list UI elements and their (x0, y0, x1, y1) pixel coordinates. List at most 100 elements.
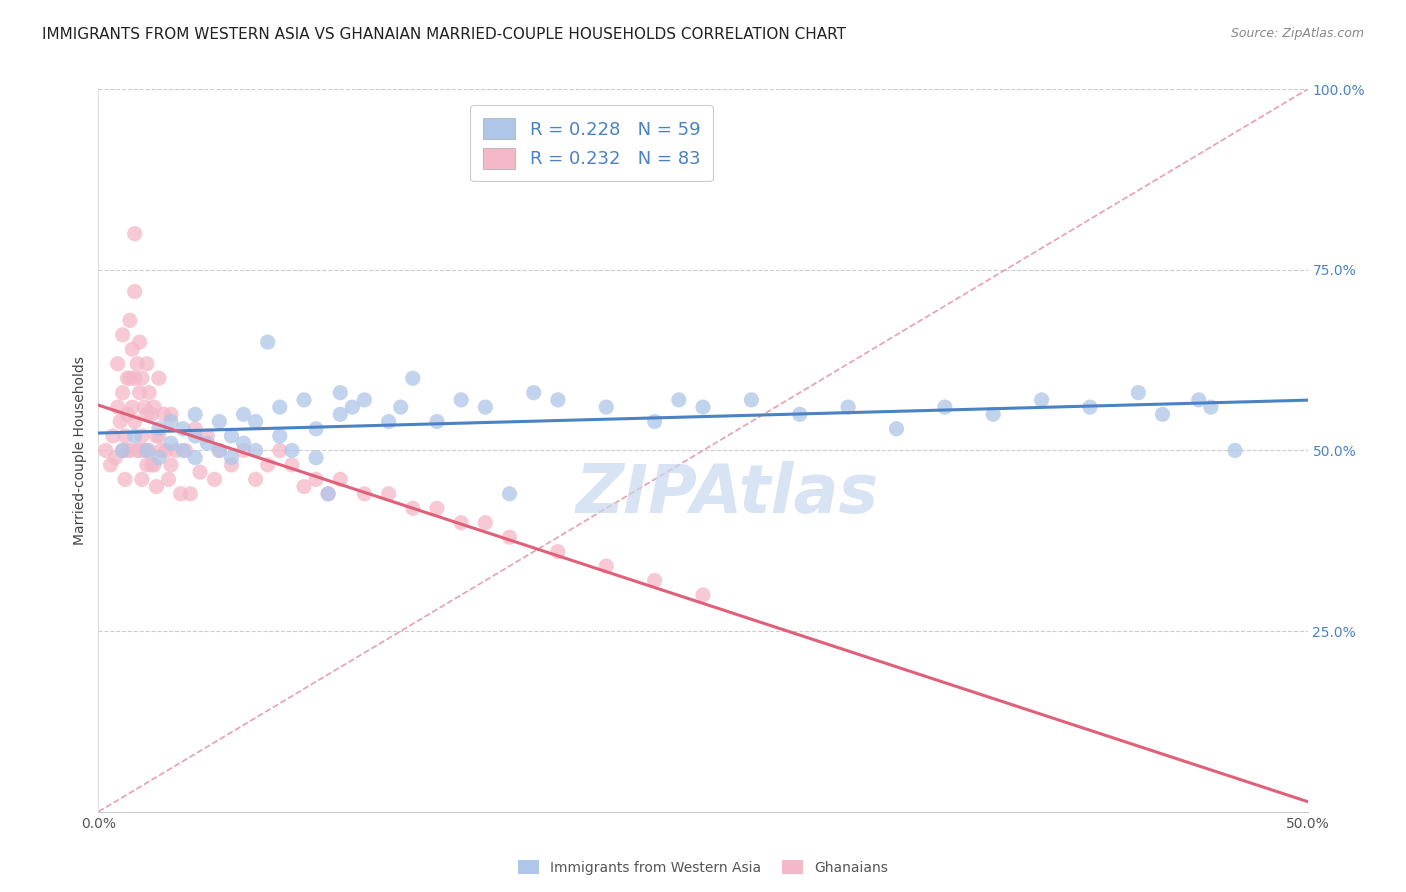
Point (155, 443, 177, 458)
Point (124, 285, 146, 299)
Point (121, 400, 143, 414)
Point (104, 450, 127, 465)
Point (692, 400, 714, 414)
Point (148, 371, 170, 385)
Text: Source: ZipAtlas.com: Source: ZipAtlas.com (1230, 27, 1364, 40)
Point (329, 472, 352, 486)
Point (124, 415, 146, 429)
Point (269, 400, 291, 414)
Point (305, 450, 328, 465)
Point (353, 392, 375, 407)
Point (377, 415, 399, 429)
Point (256, 458, 278, 472)
Point (118, 443, 141, 458)
Point (165, 443, 187, 458)
Point (377, 487, 399, 501)
Point (305, 422, 328, 436)
Point (245, 415, 267, 429)
Point (474, 400, 496, 414)
Point (1078, 400, 1101, 414)
Point (184, 407, 207, 421)
Point (127, 443, 149, 458)
Point (124, 429, 146, 443)
Point (101, 429, 124, 443)
Point (111, 385, 134, 400)
Point (124, 371, 146, 385)
Point (668, 392, 690, 407)
Point (145, 480, 167, 494)
Point (426, 501, 449, 516)
Point (1199, 400, 1222, 414)
Point (1152, 407, 1174, 421)
Point (138, 443, 160, 458)
Point (172, 443, 194, 458)
Point (184, 450, 207, 465)
Point (172, 422, 194, 436)
Point (316, 487, 339, 501)
Point (498, 487, 520, 501)
Y-axis label: Married-couple Households: Married-couple Households (73, 356, 87, 545)
Point (450, 392, 472, 407)
Point (547, 544, 569, 558)
Point (789, 407, 811, 421)
Point (135, 443, 157, 458)
Point (498, 530, 520, 544)
Point (595, 559, 617, 574)
Point (107, 400, 129, 414)
Point (128, 443, 150, 458)
Point (121, 343, 143, 357)
Point (152, 407, 174, 421)
Point (184, 422, 207, 436)
Point (981, 407, 1004, 421)
Point (595, 400, 617, 414)
Point (886, 422, 908, 436)
Point (160, 436, 183, 450)
Point (143, 458, 166, 472)
Point (232, 407, 254, 421)
Point (100, 458, 122, 472)
Point (160, 458, 183, 472)
Point (256, 334, 278, 349)
Point (329, 385, 352, 400)
Point (118, 313, 141, 327)
Point (124, 227, 146, 241)
Point (127, 357, 149, 371)
Point (195, 429, 218, 443)
Point (108, 415, 131, 429)
Point (131, 429, 153, 443)
Point (107, 357, 129, 371)
Point (402, 501, 425, 516)
Point (135, 458, 157, 472)
Point (114, 429, 136, 443)
Point (184, 429, 207, 443)
Point (329, 407, 352, 421)
Point (114, 472, 136, 486)
Point (1128, 385, 1150, 400)
Point (232, 436, 254, 450)
Point (353, 487, 375, 501)
Point (179, 487, 201, 501)
Legend: R = 0.228   N = 59, R = 0.232   N = 83: R = 0.228 N = 59, R = 0.232 N = 83 (470, 105, 713, 181)
Point (160, 407, 183, 421)
Point (145, 429, 167, 443)
Point (128, 385, 150, 400)
Point (837, 400, 859, 414)
Point (111, 443, 134, 458)
Point (148, 422, 170, 436)
Point (134, 400, 156, 414)
Point (389, 400, 412, 414)
Point (644, 415, 666, 429)
Point (523, 385, 546, 400)
Point (111, 443, 134, 458)
Point (316, 487, 339, 501)
Point (160, 415, 183, 429)
Point (204, 472, 226, 486)
Point (169, 487, 191, 501)
Point (148, 450, 170, 465)
Point (143, 400, 166, 414)
Point (128, 334, 150, 349)
Point (117, 407, 139, 421)
Point (117, 443, 139, 458)
Point (1031, 392, 1053, 407)
Point (141, 458, 163, 472)
